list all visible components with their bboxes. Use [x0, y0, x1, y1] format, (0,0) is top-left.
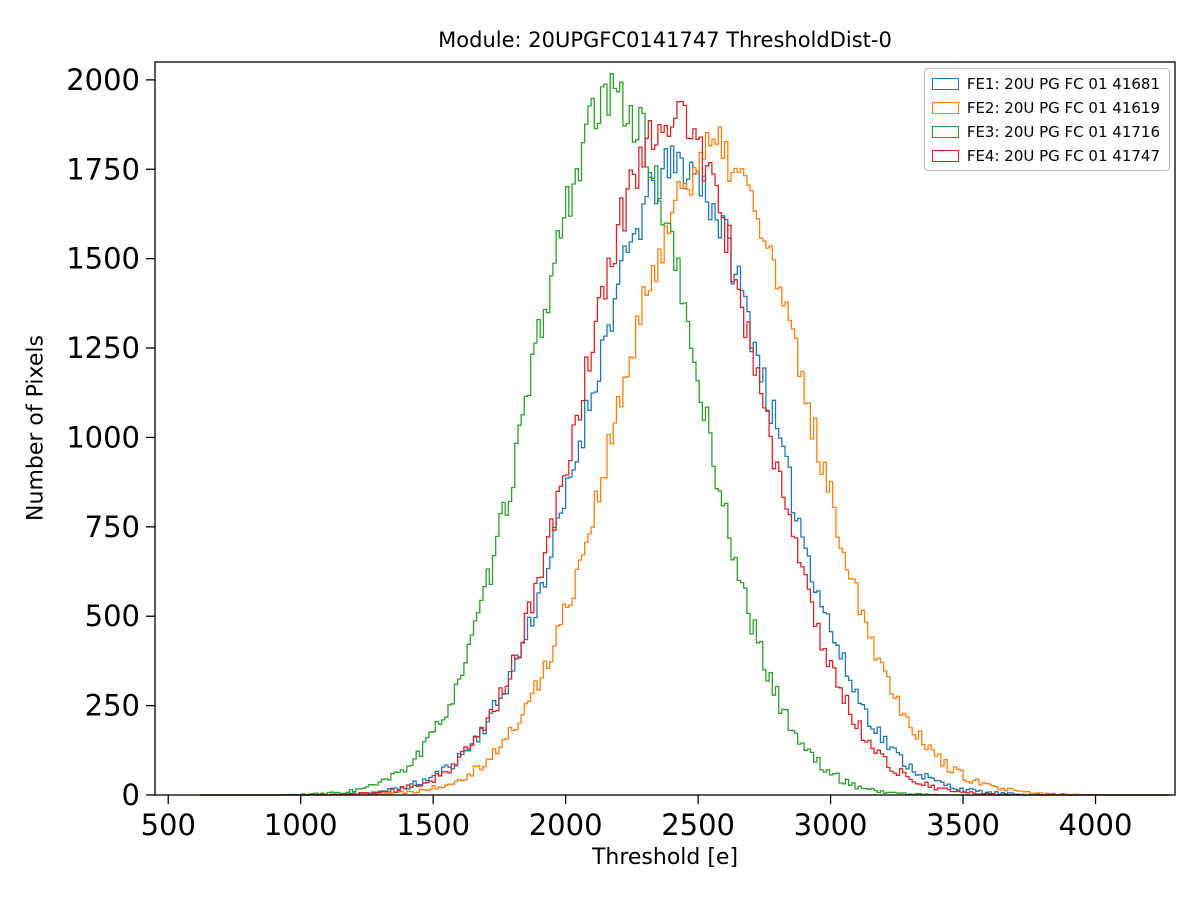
hist-curve-fe2 [200, 126, 1170, 796]
legend-label-fe1: FE1: 20U PG FC 01 41681 [966, 75, 1160, 93]
y-tick-label: 1000 [66, 420, 140, 454]
axes-frame [154, 61, 1176, 796]
legend-item-fe3: FE3: 20U PG FC 01 41716 [931, 123, 1160, 141]
y-tick-label: 1500 [66, 242, 140, 276]
legend-swatch-fe3-icon [931, 126, 959, 138]
y-tick-label: 2000 [66, 63, 140, 97]
y-tick-label: 500 [85, 599, 140, 633]
hist-curve-fe4 [200, 100, 1170, 796]
hist-curve-fe3 [200, 73, 1170, 796]
legend-swatch-fe1-icon [931, 78, 959, 90]
chart-title: Module: 20UPGFC0141747 ThresholdDist-0 [438, 28, 892, 52]
legend-item-fe2: FE2: 20U PG FC 01 41619 [931, 99, 1160, 117]
y-tick-label: 1250 [66, 331, 140, 365]
x-tick-label: 500 [141, 808, 196, 842]
y-tick-label: 750 [85, 510, 140, 544]
legend-item-fe4: FE4: 20U PG FC 01 41747 [931, 147, 1160, 165]
legend-label-fe4: FE4: 20U PG FC 01 41747 [966, 147, 1160, 165]
legend-swatch-fe2-icon [931, 102, 959, 114]
x-tick-label: 3500 [926, 808, 1000, 842]
y-axis-label: Number of Pixels [23, 335, 49, 521]
x-axis-label: Threshold [e] [591, 845, 739, 870]
x-tick-label: 2000 [529, 808, 603, 842]
x-tick-label: 3000 [794, 808, 868, 842]
legend-label-fe2: FE2: 20U PG FC 01 41619 [966, 99, 1160, 117]
y-tick-label: 250 [85, 689, 140, 723]
hist-curve-fe1 [200, 145, 1170, 796]
y-tick-label: 0 [122, 778, 140, 812]
x-tick-label: 1500 [396, 808, 470, 842]
x-tick-label: 1000 [264, 808, 338, 842]
legend-item-fe1: FE1: 20U PG FC 01 41681 [931, 75, 1160, 93]
legend-swatch-fe4-icon [931, 150, 959, 162]
x-tick-label: 4000 [1059, 808, 1133, 842]
x-tick-label: 2500 [661, 808, 735, 842]
y-tick-label: 1750 [66, 152, 140, 186]
legend-label-fe3: FE3: 20U PG FC 01 41716 [966, 123, 1160, 141]
legend: FE1: 20U PG FC 01 41681 FE2: 20U PG FC 0… [923, 68, 1170, 171]
